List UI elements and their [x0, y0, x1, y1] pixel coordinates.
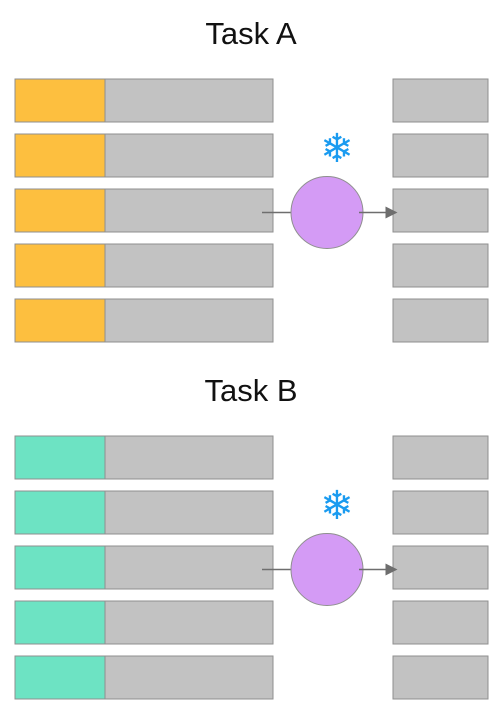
task-b-prefix-segment [14, 545, 106, 590]
task-a-prefix-segment [14, 298, 106, 343]
task-b-frozen-module [290, 533, 364, 606]
task-b-prefix-segment [14, 655, 106, 700]
task-b-output-row [392, 545, 489, 590]
task-b-title: Task B [204, 373, 298, 408]
task-a-output-row [392, 133, 489, 178]
task-b-output-row [392, 490, 489, 535]
task-b-prefix-segment [14, 435, 106, 480]
task-b-output-row [392, 600, 489, 645]
task-a-output-row [392, 78, 489, 123]
task-a-output-row [392, 243, 489, 288]
task-a-prefix-segment [14, 188, 106, 233]
task-a-prefix-segment [14, 133, 106, 178]
task-a-prefix-segment [14, 78, 106, 123]
task-a-frozen-module [290, 176, 364, 249]
task-b-output-row [392, 655, 489, 700]
task-b-output-row [392, 435, 489, 480]
snowflake-icon: ❄ [320, 483, 354, 529]
task-a-output-row [392, 298, 489, 343]
task-a-prefix-segment [14, 243, 106, 288]
snowflake-icon: ❄ [320, 126, 354, 172]
task-b-prefix-segment [14, 600, 106, 645]
task-a-title: Task A [205, 16, 297, 51]
task-a-output-row [392, 188, 489, 233]
task-b-prefix-segment [14, 490, 106, 535]
